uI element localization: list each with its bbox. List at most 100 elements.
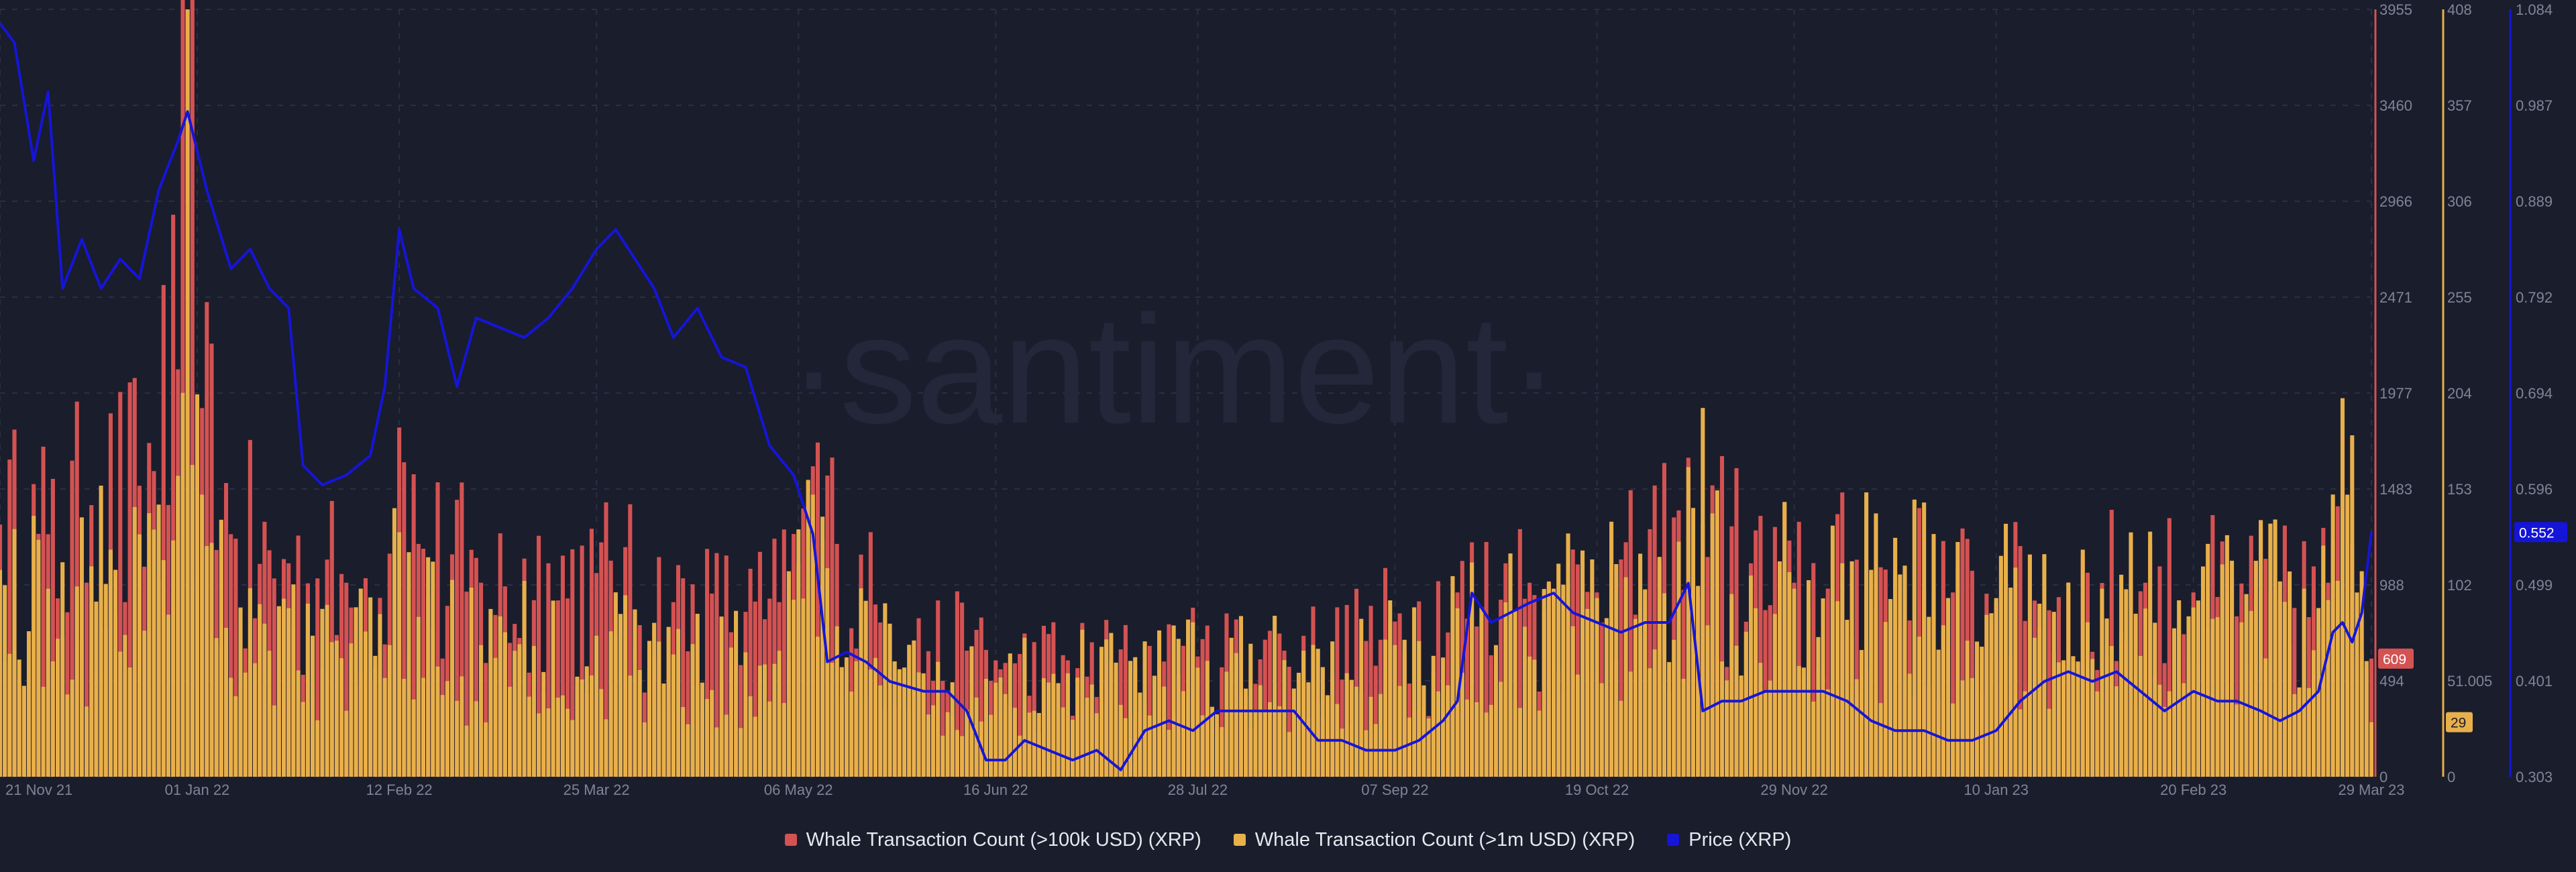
bar-whale-1m: [666, 626, 671, 777]
bar-whale-1m: [1604, 618, 1609, 777]
bar-whale-1m: [1421, 685, 1426, 777]
bar-whale-1m: [1436, 691, 1440, 777]
bar-whale-1m: [2085, 622, 2090, 777]
bar-whale-1m: [1965, 641, 1970, 777]
legend-item-whale-1m[interactable]: Whale Transaction Count (>1m USD) (XRP): [1233, 829, 1635, 851]
bar-whale-1m: [484, 722, 488, 777]
bar-whale-100k: [2157, 566, 2162, 777]
bar-whale-1m: [815, 637, 820, 777]
bar-whale-1m: [1633, 618, 1638, 777]
bar-whale-100k: [704, 549, 710, 777]
bar-whale-1m: [1998, 555, 2003, 777]
bar-whale-100k: [739, 665, 743, 777]
y-tick-label-whale_100k: 2966: [2379, 193, 2412, 210]
bar-whale-1m: [1845, 620, 1849, 777]
bar-whale-1m: [132, 506, 137, 777]
bar-whale-1m: [580, 679, 584, 777]
bar-whale-1m: [786, 571, 791, 777]
bar-whale-1m: [2239, 622, 2244, 777]
bar-whale-100k: [566, 598, 570, 777]
x-tick-label: 06 May 22: [764, 781, 833, 798]
bar-whale-1m: [1748, 576, 1754, 777]
bar-whale-1m: [916, 672, 921, 777]
bar-whale-1m: [555, 698, 560, 777]
bar-whale-1m: [892, 661, 897, 777]
bar-whale-100k: [50, 478, 55, 777]
bar-whale-1m: [714, 727, 719, 777]
bar-whale-1m: [1835, 601, 1840, 777]
bar-whale-1m: [2253, 561, 2258, 777]
bar-whale-1m: [1181, 691, 1185, 777]
bar-whale-1m: [2335, 580, 2340, 777]
bar-whale-1m: [7, 653, 12, 777]
bar-whale-1m: [825, 568, 830, 777]
bar-whale-1m: [123, 635, 127, 777]
y-tick-label-whale_100k: 0: [2379, 769, 2387, 785]
bar-whale-100k: [1032, 642, 1036, 777]
bar-whale-1m: [103, 584, 108, 777]
bar-whale-1m: [498, 616, 502, 777]
bar-whale-1m: [1777, 561, 1782, 777]
bar-whale-1m: [1960, 680, 1965, 777]
y-tick-label-whale_1m: 255: [2447, 289, 2472, 306]
bar-whale-1m: [628, 675, 633, 777]
bar-whale-100k: [767, 598, 772, 777]
bar-whale-100k: [570, 549, 575, 777]
bar-whale-100k: [1619, 559, 1623, 777]
bar-whale-1m: [604, 719, 608, 777]
bar-whale-1m: [2292, 694, 2297, 777]
bar-whale-1m: [820, 516, 825, 777]
bar-whale-1m: [1927, 616, 1931, 777]
bar-whale-1m: [1570, 626, 1575, 777]
bar-whale-1m: [1441, 657, 1446, 777]
x-tick-label: 20 Feb 23: [2160, 781, 2226, 798]
bar-whale-1m: [2369, 722, 2374, 777]
bar-whale-100k: [1123, 624, 1128, 777]
bar-whale-1m: [1267, 702, 1273, 777]
bar-whale-1m: [1551, 588, 1556, 777]
bar-whale-1m: [469, 588, 474, 777]
bar-whale-1m: [1094, 713, 1099, 777]
legend-item-price[interactable]: Price (XRP): [1667, 829, 1791, 851]
bar-whale-1m: [301, 702, 305, 777]
bar-whale-1m: [2013, 567, 2018, 777]
bar-whale-1m: [21, 686, 26, 777]
bar-whale-100k: [757, 551, 762, 777]
bar-whale-1m: [2355, 592, 2359, 777]
bar-whale-1m: [1022, 637, 1027, 777]
bar-whale-100k: [190, 0, 195, 777]
y-tick-label-whale_100k: 494: [2379, 673, 2404, 690]
bar-whale-100k: [1811, 563, 1816, 777]
bar-whale-100k: [1263, 639, 1267, 777]
bar-whale-1m: [2080, 549, 2085, 777]
legend-item-whale-100k[interactable]: Whale Transaction Count (>100k USD) (XRP…: [784, 829, 1201, 851]
bar-whale-1m: [2004, 523, 2008, 777]
bar-whale-1m: [642, 722, 647, 777]
bar-whale-1m: [1772, 614, 1777, 777]
bar-whale-1m: [792, 600, 796, 777]
bar-whale-1m: [2008, 588, 2013, 777]
bar-whale-1m: [1234, 653, 1238, 777]
bar-whale-1m: [311, 635, 315, 777]
bar-whale-1m: [464, 725, 469, 777]
bar-whale-1m: [421, 677, 426, 777]
bar-whale-1m: [1657, 557, 1662, 777]
bar-whale-1m: [859, 588, 863, 777]
bar-whale-1m: [1936, 649, 1941, 777]
bar-whale-1m: [1508, 553, 1513, 777]
bar-whale-100k: [65, 612, 70, 777]
bar-whale-1m: [888, 623, 892, 777]
bar-whale-1m: [1431, 655, 1436, 777]
bar-whale-1m: [41, 686, 46, 777]
x-tick-label: 29 Nov 22: [1760, 781, 1827, 798]
bar-whale-1m: [55, 639, 60, 777]
bar-whale-1m: [252, 663, 258, 777]
bar-whale-100k: [2047, 610, 2051, 777]
bar-whale-1m: [2302, 588, 2306, 777]
bar-whale-1m: [1397, 686, 1402, 777]
bar-whale-100k: [1628, 490, 1633, 777]
bar-whale-1m: [1186, 619, 1191, 777]
bar-whale-1m: [2359, 571, 2364, 777]
bar-whale-100k: [753, 601, 757, 777]
bar-whale-100k: [460, 482, 464, 777]
